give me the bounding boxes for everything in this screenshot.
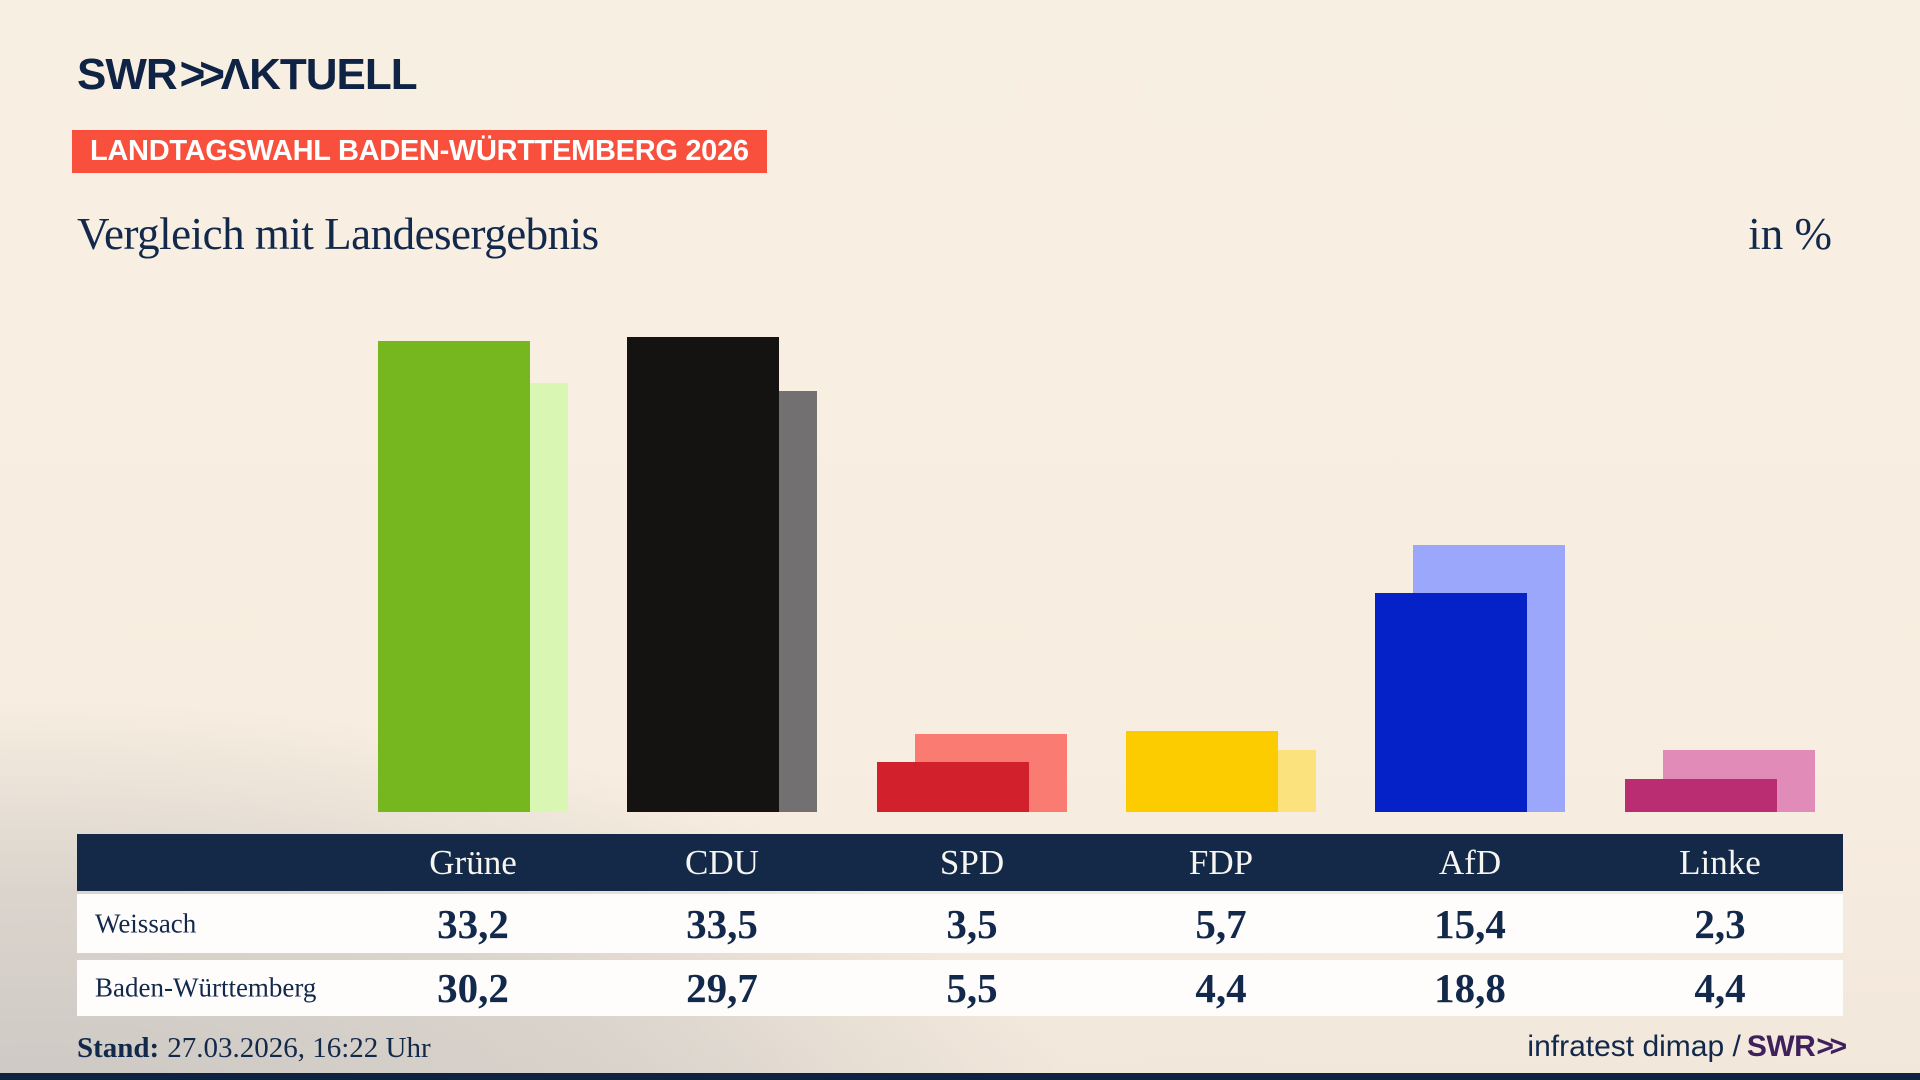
column-header-fdp: FDP xyxy=(1188,842,1254,882)
swr-footer-logo-text: SWR xyxy=(1746,1030,1816,1063)
value-state-cdu: 29,7 xyxy=(686,965,758,1011)
unit-label: in % xyxy=(1748,209,1832,259)
chart-title: Vergleich mit Landesergebnis xyxy=(77,209,599,259)
stand-value: 27.03.2026, 16:22 Uhr xyxy=(167,1032,431,1064)
bar-weissach-afd xyxy=(1375,593,1527,812)
bar-weissach-fdp xyxy=(1126,731,1278,812)
table-row-weissach: Weissach 33,2 33,5 3,5 5,7 15,4 2,3 xyxy=(77,894,1843,953)
table-header-row: Grüne CDU SPD FDP AfD Linke xyxy=(77,834,1843,891)
bar-weissach-spd xyxy=(877,762,1029,812)
value-state-spd: 5,5 xyxy=(946,965,998,1011)
value-weissach-afd: 15,4 xyxy=(1434,900,1506,947)
election-banner: LANDTAGSWAHL BADEN-WÜRTTEMBERG 2026 xyxy=(72,130,767,173)
value-weissach-cdu: 33,5 xyxy=(686,900,758,947)
bar-weissach-grne xyxy=(378,341,530,812)
table-row-baden-wuerttemberg: Baden-Württemberg 30,2 29,7 5,5 4,4 18,8 4,4 xyxy=(77,960,1843,1016)
swr-footer-chevrons-icon: >> xyxy=(1816,1030,1847,1063)
value-state-afd: 18,8 xyxy=(1434,965,1506,1011)
column-header-grne: Grüne xyxy=(429,842,517,882)
source-name: infratest dimap xyxy=(1527,1030,1725,1063)
column-header-spd: SPD xyxy=(939,842,1005,882)
value-weissach-fdp: 5,7 xyxy=(1195,900,1247,947)
column-header-linke: Linke xyxy=(1679,842,1761,882)
swr-footer-logo: SWR>> xyxy=(1746,1030,1847,1063)
row-label-weissach: Weissach xyxy=(95,908,197,938)
bar-weissach-linke xyxy=(1625,779,1777,812)
value-weissach-linke: 2,3 xyxy=(1694,900,1746,947)
chevrons-icon: >> xyxy=(179,48,225,101)
value-state-grne: 30,2 xyxy=(437,965,509,1011)
source-separator: / xyxy=(1732,1030,1741,1063)
bottom-accent-strip xyxy=(0,1073,1920,1080)
bar-weissach-cdu xyxy=(627,337,779,812)
stand-timestamp: Stand: 27.03.2026, 16:22 Uhr xyxy=(77,1032,431,1065)
stand-label: Stand: xyxy=(77,1032,160,1064)
election-banner-label: LANDTAGSWAHL BADEN-WÜRTTEMBERG 2026 xyxy=(90,135,749,167)
value-weissach-spd: 3,5 xyxy=(946,900,998,947)
row-label-baden-wuerttemberg: Baden-Württemberg xyxy=(95,972,317,1003)
value-weissach-grne: 33,2 xyxy=(437,900,509,947)
swr-aktuell-logo: SWR>>ΛKTUELL xyxy=(77,48,418,101)
aktuell-logo-text: ΛKTUELL xyxy=(220,50,418,99)
column-header-afd: AfD xyxy=(1438,842,1502,882)
column-header-cdu: CDU xyxy=(685,842,759,882)
value-state-fdp: 4,4 xyxy=(1195,965,1247,1011)
chart-area xyxy=(378,337,1815,812)
source-credit: infratest dimap / SWR>> xyxy=(1527,1030,1847,1064)
swr-logo-text: SWR xyxy=(77,50,178,99)
value-state-linke: 4,4 xyxy=(1694,965,1746,1011)
